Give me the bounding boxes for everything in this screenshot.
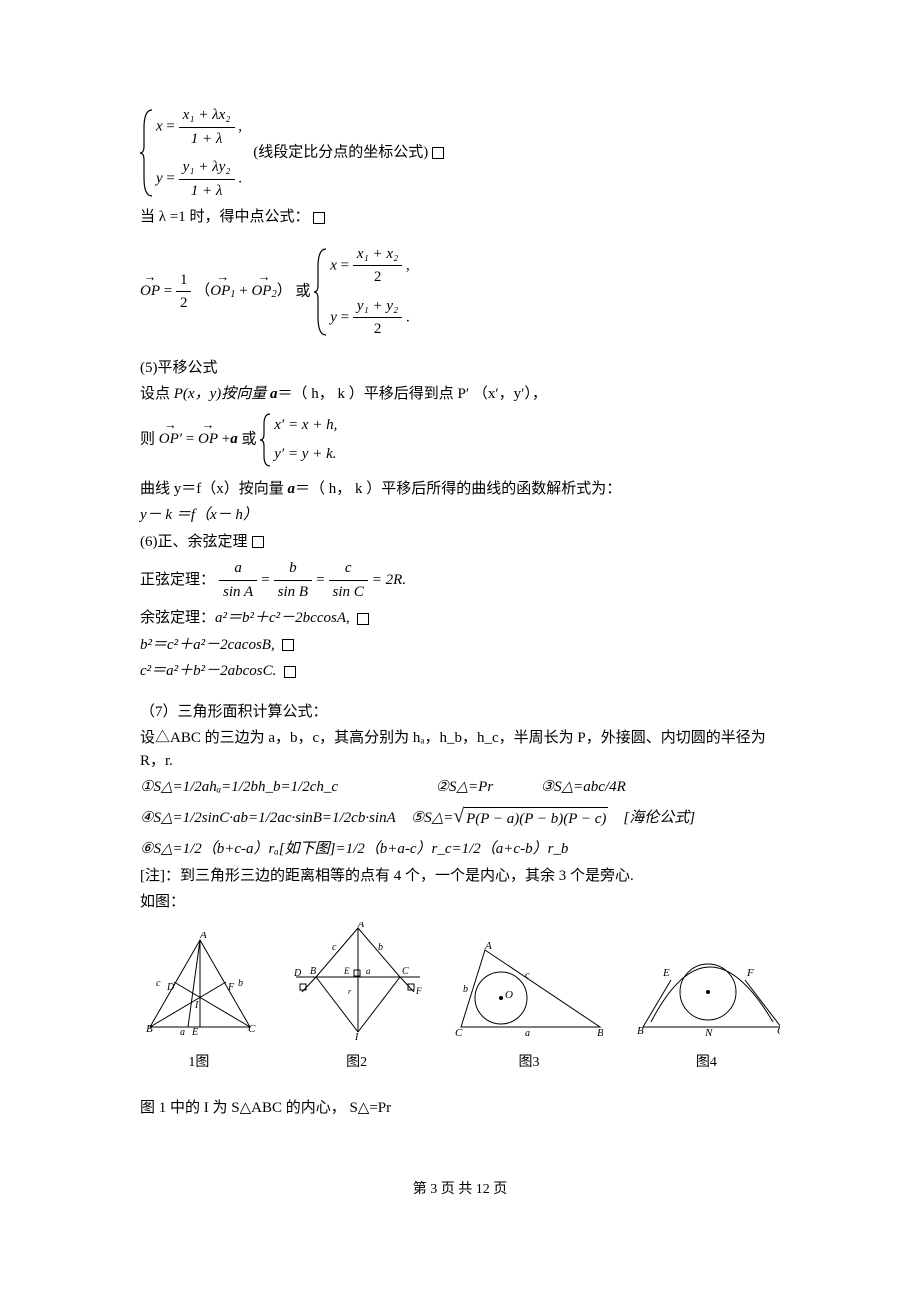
left-brace [140, 108, 156, 198]
svg-text:b: b [463, 984, 468, 995]
svg-text:E: E [343, 966, 350, 976]
svg-text:A: A [357, 922, 365, 930]
svg-text:I: I [354, 1032, 359, 1042]
figure-captions: 1图 图2 图3 图4 [140, 1052, 780, 1073]
area-formulas-line1: ①S△=1/2ahₐ=1/2bh_b=1/2ch_c ②S△=Pr ③S△=ab… [140, 776, 780, 799]
cos-rule-a: 余弦定理：a²＝b²＋c²－2bccosA, [140, 607, 780, 630]
area-heading: （7）三角形面积计算公式： [140, 701, 780, 724]
box-icon [432, 147, 444, 159]
sine-rule: 正弦定理： asin A = bsin B = csin C = 2R. [140, 557, 780, 603]
svg-text:r: r [348, 987, 352, 996]
svg-text:E: E [191, 1027, 198, 1038]
sincos-heading: (6)正、余弦定理 [140, 531, 780, 554]
svg-text:F: F [415, 986, 422, 996]
svg-text:D: D [166, 982, 175, 993]
svg-text:A: A [484, 942, 492, 952]
page-footer: 第 3 页 共 12 页 [140, 1179, 780, 1200]
x-den: 1 + λ [179, 128, 235, 151]
svg-text:C: C [402, 966, 409, 977]
area-f6: ⑥S△=1/2（b+c-a）rₐ[如下图]=1/2（b+a-c）r_c=1/2（… [140, 838, 780, 861]
svg-text:b: b [378, 942, 383, 953]
midpoint-formula: OP = 12 （OP1 + OP2） 或 x = x₁ + x₂2 , y =… [140, 243, 780, 341]
svg-text:C: C [248, 1023, 256, 1035]
vec-OP: OP [140, 280, 160, 303]
figure-3: A b c O C a B [455, 942, 602, 1042]
cos-rule-b: b²＝c²＋a²－2cacosB, [140, 634, 780, 657]
vec-OP1: OP1 [210, 280, 235, 303]
svg-text:D: D [293, 968, 302, 979]
box-icon [357, 613, 369, 625]
left-brace [314, 247, 330, 337]
y-den: 1 + λ [179, 180, 235, 203]
svg-text:c: c [332, 942, 337, 953]
figs-label: 如图： [140, 891, 780, 914]
svg-text:N: N [704, 1027, 713, 1039]
figures-row: A B C c D F b I a E [140, 922, 780, 1042]
svg-text:C: C [777, 1025, 780, 1037]
svg-text:I: I [194, 1000, 199, 1011]
y-num: y₁ + λy₂ [179, 156, 235, 180]
vec-OP2: OP2 [251, 280, 276, 303]
svg-text:c: c [156, 978, 161, 989]
cap3: 图3 [455, 1052, 602, 1073]
svg-text:a: a [180, 1027, 185, 1038]
translation-line3: 曲线 y＝f（x）按向量 a＝（ h， k ）平移后所得的曲线的函数解析式为： [140, 478, 780, 501]
svg-text:a: a [366, 966, 371, 976]
area-intro: 设△ABC 的三边为 a，b，c，其高分别为 hₐ，h_b，h_c，半周长为 P… [140, 727, 780, 772]
svg-text:c: c [525, 970, 530, 981]
figure-4: E F B N C [633, 942, 780, 1042]
svg-text:C: C [455, 1027, 463, 1039]
box-icon [252, 536, 264, 548]
cap4: 图4 [633, 1052, 780, 1073]
translation-line4: y－ k ＝f（x－ h） [140, 504, 780, 527]
cap2: 图2 [288, 1052, 426, 1073]
division-formula-block: x = x₁ + λx₂1 + λ , y = y₁ + λy₂1 + λ . … [140, 104, 780, 202]
midpoint-intro: 当 λ =1 时，得中点公式： [140, 206, 780, 229]
box-icon [282, 639, 294, 651]
translation-line1: 设点 P(x，y)按向量 a＝（ h， k ）平移后得到点 P′ （x′，y′）… [140, 383, 780, 406]
translation-heading: (5)平移公式 [140, 357, 780, 380]
translation-line2: 则 OP′ = OP +a 或 x′ = x + h, y′ = y + k. [140, 412, 780, 468]
area-conclusion: 图 1 中的 I 为 S△ABC 的内心， S△=Pr [140, 1097, 780, 1120]
svg-text:B: B [597, 1027, 602, 1039]
page: x = x₁ + λx₂1 + λ , y = y₁ + λy₂1 + λ . … [0, 0, 920, 1240]
svg-text:E: E [662, 967, 670, 979]
svg-text:B: B [637, 1025, 644, 1037]
figure-2: A c b B D C E a r F I [288, 922, 426, 1042]
cos-rule-c: c²＝a²＋b²－2abcosC. [140, 660, 780, 683]
left-brace [260, 412, 274, 468]
svg-text:b: b [238, 978, 243, 989]
svg-text:O: O [505, 989, 513, 1001]
svg-text:F: F [227, 982, 235, 993]
svg-text:a: a [525, 1028, 530, 1039]
figure-1: A B C c D F b I a E [140, 932, 258, 1042]
division-formula-label: (线段定比分点的坐标公式) [253, 144, 428, 160]
svg-text:A: A [199, 932, 207, 941]
cap1: 1图 [140, 1052, 258, 1073]
x-num: x₁ + λx₂ [179, 104, 235, 128]
svg-text:F: F [746, 967, 754, 979]
area-formulas-line2: ④S△=1/2sinC·ab=1/2ac·sinB=1/2cb·sinA ⑤S△… [140, 807, 780, 831]
box-icon [313, 212, 325, 224]
svg-text:B: B [146, 1023, 153, 1035]
area-note: [注]：到三角形三边的距离相等的点有 4 个，一个是内心，其余 3 个是旁心. [140, 865, 780, 888]
box-icon [284, 666, 296, 678]
svg-text:B: B [310, 966, 316, 977]
